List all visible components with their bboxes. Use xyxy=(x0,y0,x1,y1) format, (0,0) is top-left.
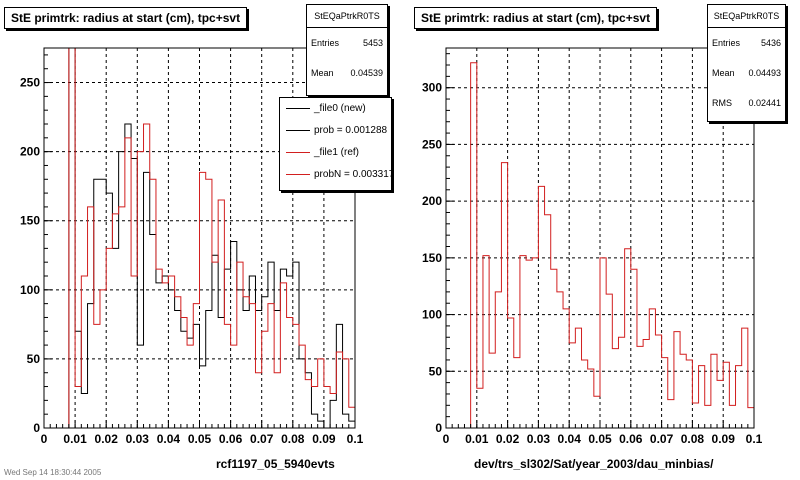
legend-entry-new: _file0 (new) xyxy=(280,98,391,120)
left-x-tick-label: 0 xyxy=(41,432,48,446)
left-stats-mean-label: Mean xyxy=(311,68,334,78)
left-legend: _file0 (new) prob = 0.001288 _file1 (ref… xyxy=(279,97,392,191)
right-stats-entries-label: Entries xyxy=(712,38,741,48)
right-stats-rms-row: RMS 0.02441 xyxy=(708,88,785,118)
left-x-tick-label: 0.09 xyxy=(312,432,336,446)
left-x-tick-label: 0.07 xyxy=(250,432,274,446)
right-x-tick-label: 0.1 xyxy=(746,432,763,446)
right-x-tick-label: 0.06 xyxy=(619,432,643,446)
legend-label-ref: _file1 (ref) xyxy=(314,147,360,158)
right-y-tick-label: 250 xyxy=(422,137,442,151)
left-stats-box: StEQaPtrkR0TS Entries 5453 Mean 0.04539 xyxy=(306,4,388,96)
legend-swatch-prob xyxy=(286,130,310,131)
right-y-tick-label: 50 xyxy=(429,364,443,378)
right-stats-rms-label: RMS xyxy=(712,98,732,108)
right-x-tick-label: 0.02 xyxy=(496,432,520,446)
left-y-tick-label: 200 xyxy=(20,145,40,159)
right-y-tick-label: 100 xyxy=(422,308,442,322)
right-x-tick-label: 0.03 xyxy=(527,432,551,446)
left-y-tick-label: 50 xyxy=(27,352,41,366)
left-series-ref-line xyxy=(44,47,356,429)
left-x-tick-label: 0.04 xyxy=(157,432,181,446)
right-x-tick-label: 0.05 xyxy=(588,432,612,446)
right-chart-title: StE primtrk: radius at start (cm), tpc+s… xyxy=(414,7,658,29)
left-x-axis-title: rcf1197_05_5940evts xyxy=(216,457,335,471)
right-x-axis-title: dev/trs_sl302/Sat/year_2003/dau_minbias/ xyxy=(474,457,714,471)
legend-label-prob: prob = 0.001288 xyxy=(314,125,388,136)
left-stats-entries-row: Entries 5453 xyxy=(307,28,387,58)
left-histogram-plot: 0 0.01 0.02 0.03 0.04 0.05 0.06 0.07 0.08 0.09 0.1… xyxy=(20,47,364,446)
right-histogram-plot: 0 0.01 0.02 0.03 0.04 0.05 0.06 0.07 0.08 0.09 0.1… xyxy=(422,47,763,446)
right-series-ref-line xyxy=(446,62,755,429)
right-stats-mean-value: 0.04493 xyxy=(748,68,781,78)
right-stats-rms-value: 0.02441 xyxy=(748,98,781,108)
right-y-tick-label: 0 xyxy=(435,421,442,435)
legend-entry-ref: _file1 (ref) xyxy=(280,142,391,164)
legend-label-new: _file0 (new) xyxy=(314,103,366,114)
left-x-tick-label: 0.02 xyxy=(95,432,119,446)
right-x-tick-label: 0.08 xyxy=(681,432,705,446)
left-x-tick-label: 0.01 xyxy=(63,432,87,446)
legend-entry-probn: probN = 0.003317 xyxy=(280,164,391,186)
left-x-tick-label: 0.06 xyxy=(219,432,243,446)
left-y-tick-label: 250 xyxy=(20,76,40,90)
right-x-tick-label: 0.09 xyxy=(712,432,736,446)
right-x-tick-label: 0.01 xyxy=(465,432,489,446)
right-stats-name: StEQaPtrkR0TS xyxy=(708,5,785,28)
right-stats-mean-label: Mean xyxy=(712,68,735,78)
legend-swatch-new xyxy=(286,108,310,109)
footer-timestamp: Wed Sep 14 18:30:44 2005 xyxy=(4,468,102,477)
left-y-tick-label: 100 xyxy=(20,283,40,297)
left-y-tick-label: 0 xyxy=(33,421,40,435)
left-x-tick-label: 0.08 xyxy=(281,432,305,446)
left-y-tick-label: 150 xyxy=(20,214,40,228)
left-stats-name: StEQaPtrkR0TS xyxy=(307,5,387,28)
legend-label-probn: probN = 0.003317 xyxy=(314,169,392,180)
legend-entry-prob: prob = 0.001288 xyxy=(280,120,391,142)
right-stats-entries-value: 5436 xyxy=(760,38,781,48)
left-chart-title: StE primtrk: radius at start (cm), tpc+s… xyxy=(4,7,248,29)
left-x-tick-label: 0.03 xyxy=(126,432,150,446)
right-x-tick-label: 0 xyxy=(443,432,450,446)
legend-swatch-probn xyxy=(286,174,310,175)
left-x-tick-label: 0.1 xyxy=(347,432,364,446)
right-y-tick-label: 300 xyxy=(422,81,442,95)
left-stats-entries-value: 5453 xyxy=(362,38,383,48)
left-stats-mean-row: Mean 0.04539 xyxy=(307,58,387,88)
legend-swatch-ref xyxy=(286,152,310,153)
right-x-tick-label: 0.04 xyxy=(558,432,582,446)
left-stats-mean-value: 0.04539 xyxy=(350,68,383,78)
right-stats-mean-row: Mean 0.04493 xyxy=(708,58,785,88)
right-y-tick-label: 200 xyxy=(422,194,442,208)
left-x-tick-label: 0.05 xyxy=(188,432,212,446)
right-y-tick-label: 150 xyxy=(422,251,442,265)
right-stats-entries-row: Entries 5436 xyxy=(708,28,785,58)
left-stats-entries-label: Entries xyxy=(311,38,340,48)
right-x-tick-label: 0.07 xyxy=(650,432,674,446)
right-stats-box: StEQaPtrkR0TS Entries 5436 Mean 0.04493 … xyxy=(707,4,786,122)
